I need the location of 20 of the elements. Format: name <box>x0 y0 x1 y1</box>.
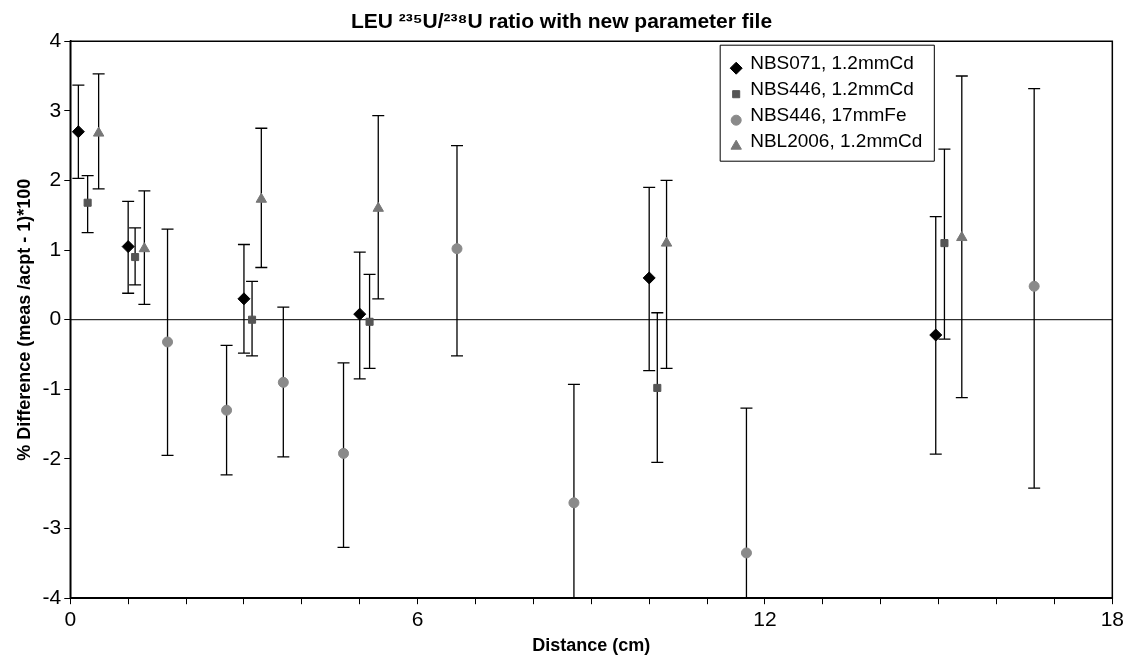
x-tick-label: 0 <box>64 606 77 630</box>
y-tick-label: -2 <box>42 445 62 469</box>
y-tick-label: 1 <box>49 236 62 260</box>
x-axis-title: Distance (cm) <box>532 635 651 656</box>
y-tick-label: 0 <box>49 306 62 330</box>
y-axis-title: % Difference (meas /acpt - 1)*100 <box>13 178 34 461</box>
x-tick-label: 6 <box>411 606 424 630</box>
x-tick-label: 18 <box>1100 606 1124 630</box>
legend-label: NBS446, 1.2mmCd <box>750 78 914 100</box>
legend-label: NBL2006, 1.2mmCd <box>750 130 923 152</box>
y-tick-label: 3 <box>49 97 62 121</box>
y-tick-label: 2 <box>49 167 62 191</box>
chart-title: LEU ²³⁵U/²³⁸U ratio with new parameter file <box>350 9 773 33</box>
y-tick-label: -4 <box>42 585 62 608</box>
y-tick-label: -3 <box>42 515 62 539</box>
y-tick-label: -1 <box>42 376 62 400</box>
legend-label: NBS446, 17mmFe <box>750 104 907 126</box>
legend-label: NBS071, 1.2mmCd <box>750 52 914 74</box>
y-tick-label: 4 <box>49 28 62 51</box>
x-tick-label: 12 <box>753 606 777 630</box>
